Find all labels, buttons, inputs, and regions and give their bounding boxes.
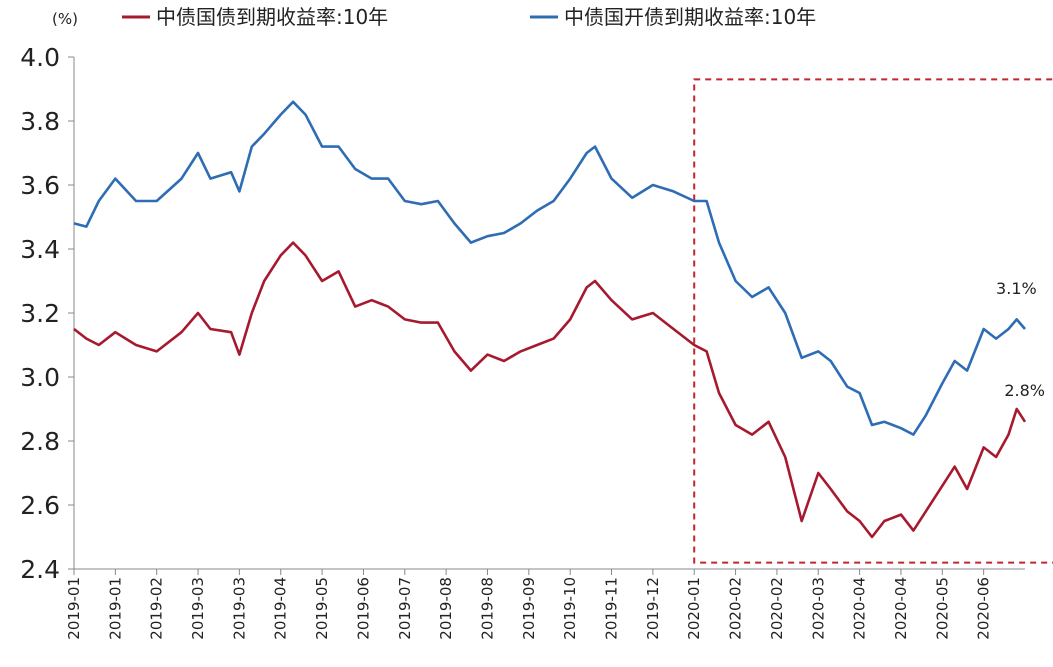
x-tick-label: 2019-07 — [396, 577, 414, 640]
x-tick-label: 2020-04 — [851, 577, 869, 640]
x-tick-label: 2019-11 — [603, 577, 621, 640]
value-annotation: 3.1% — [996, 279, 1037, 298]
highlight-dashed-box — [693, 78, 1053, 564]
x-tick-label: 2019-08 — [437, 577, 455, 640]
y-tick-label: 2.4 — [20, 555, 60, 584]
x-tick-label: 2019-10 — [561, 577, 579, 640]
x-tick-label: 2019-02 — [148, 577, 166, 640]
x-tick-label: 2020-04 — [892, 577, 910, 640]
y-tick-label: 3.0 — [20, 363, 60, 392]
x-tick-label: 2019-01 — [106, 577, 124, 640]
x-tick-label: 2019-05 — [313, 577, 331, 640]
y-tick-label: 3.6 — [20, 171, 60, 200]
legend-label-series1: 中债国债到期收益率:10年 — [156, 5, 388, 29]
y-tick-label: 4.0 — [20, 43, 60, 72]
x-tick-label: 2019-12 — [644, 577, 662, 640]
x-tick-label: 2019-03 — [230, 577, 248, 640]
y-axis: 4.0 3.8 3.6 3.4 3.2 3.0 2.8 2.6 2.4 — [20, 43, 75, 584]
x-tick-label: 2019-09 — [520, 577, 538, 640]
x-tick-label: 2020-01 — [685, 577, 703, 640]
y-tick-label: 3.8 — [20, 107, 60, 136]
x-tick-label: 2020-03 — [809, 577, 827, 640]
x-tick-label: 2020-06 — [975, 577, 993, 640]
y-unit-label: (%) — [52, 10, 78, 28]
y-tick-label: 2.6 — [20, 491, 60, 520]
legend: 中债国债到期收益率:10年 中债国开债到期收益率:10年 — [122, 5, 816, 29]
series-line-1 — [73, 241, 1027, 539]
annotations: 3.1% 2.8% — [996, 279, 1045, 400]
x-tick-label: 2019-06 — [354, 577, 372, 640]
y-tick-label: 3.2 — [20, 299, 60, 328]
highlight-region — [693, 78, 1053, 564]
y-tick-label: 3.4 — [20, 235, 60, 264]
x-tick-label: 2020-02 — [727, 577, 745, 640]
x-tick-label: 2019-01 — [65, 577, 83, 640]
x-tick-label: 2019-04 — [272, 577, 290, 640]
value-annotation: 2.8% — [1004, 381, 1045, 400]
series-line-2 — [73, 100, 1026, 436]
x-tick-label: 2020-02 — [768, 577, 786, 640]
x-tick-label: 2020-05 — [933, 577, 951, 640]
x-tick-label: 2019-08 — [478, 577, 496, 640]
x-axis: 2019-01 2019-01 2019-02 2019-03 2019-03 2019-… — [65, 568, 1025, 640]
series-lines — [73, 100, 1027, 539]
legend-label-series2: 中债国开债到期收益率:10年 — [564, 5, 816, 29]
y-tick-label: 2.8 — [20, 427, 60, 456]
x-tick-label: 2019-03 — [189, 577, 207, 640]
